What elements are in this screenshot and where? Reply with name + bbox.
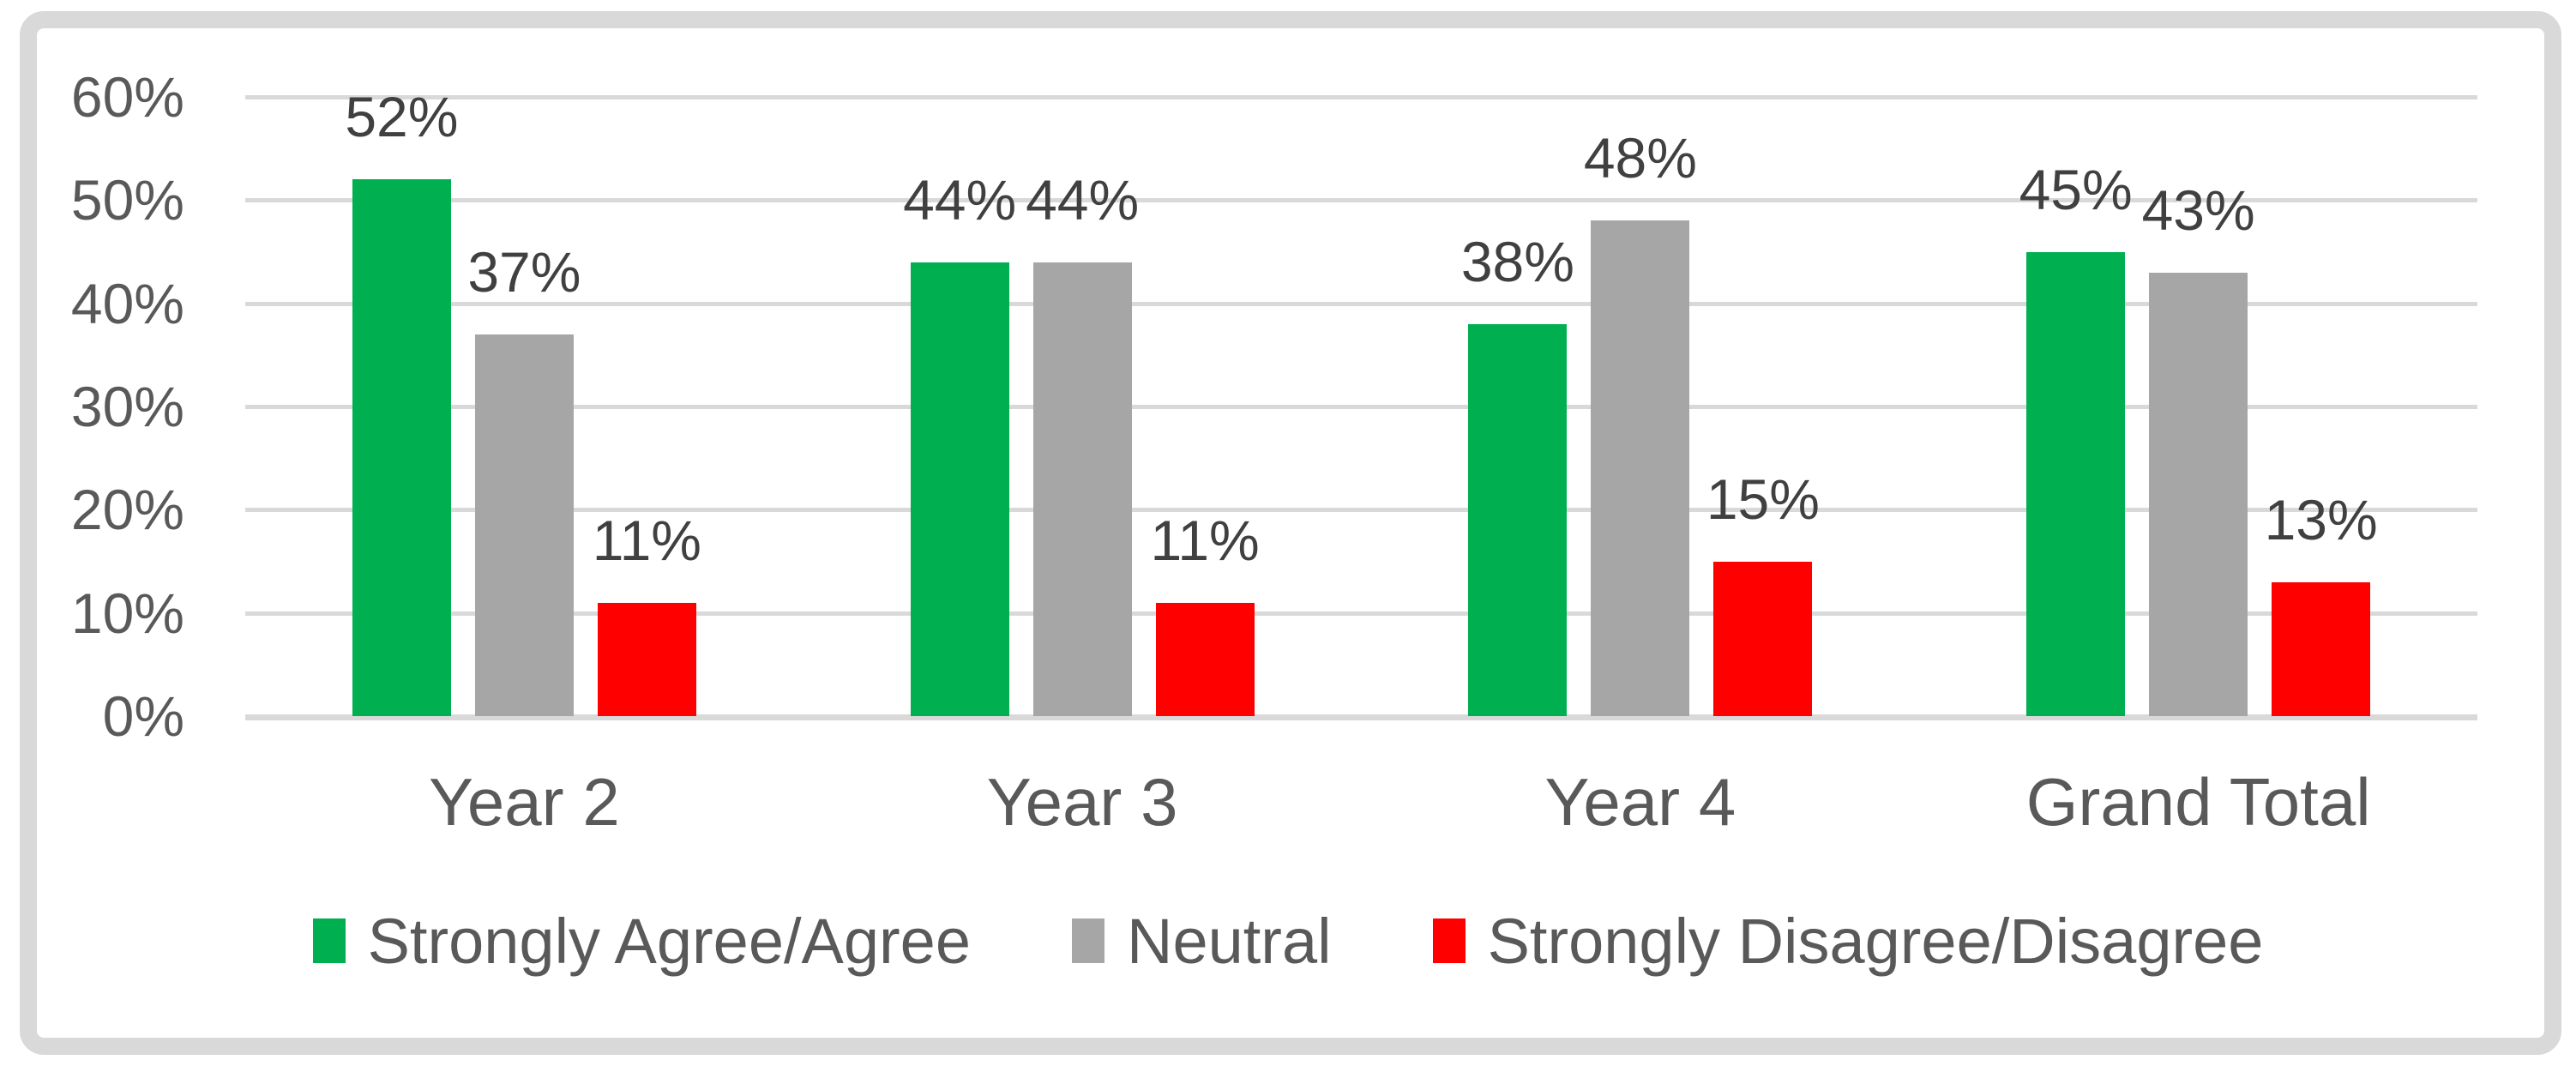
bar-data-label: 45% bbox=[2019, 157, 2133, 221]
x-category-label: Year 2 bbox=[429, 764, 620, 840]
y-tick-label: 60% bbox=[70, 65, 184, 129]
x-category-label: Year 4 bbox=[1544, 764, 1736, 840]
x-category-label: Grand Total bbox=[2025, 764, 2371, 840]
legend-swatch bbox=[312, 918, 346, 963]
legend-swatch bbox=[1432, 918, 1466, 963]
bar-data-label: 38% bbox=[1460, 229, 1574, 293]
bar-neutral bbox=[2149, 272, 2248, 716]
bar-data-label: 52% bbox=[345, 85, 459, 149]
bar-data-label: 43% bbox=[2141, 178, 2255, 242]
bar-strongly-disagree-disagree bbox=[1155, 602, 1255, 716]
legend-label: Strongly Agree/Agree bbox=[367, 905, 971, 977]
bar-data-label: 48% bbox=[1583, 126, 1697, 190]
legend-item: Neutral bbox=[1072, 905, 1332, 978]
bar-data-label: 44% bbox=[903, 167, 1017, 232]
gridline bbox=[245, 301, 2477, 306]
legend-label: Neutral bbox=[1127, 905, 1332, 977]
bar-strongly-disagree-disagree bbox=[1713, 561, 1813, 716]
bar-strongly-disagree-disagree bbox=[2272, 581, 2371, 716]
bar-strongly-agree-agree bbox=[1468, 323, 1568, 716]
bar-data-label: 11% bbox=[592, 508, 701, 572]
gridline bbox=[245, 95, 2477, 99]
y-tick-label: 20% bbox=[70, 478, 184, 542]
bar-data-label: 44% bbox=[1026, 167, 1140, 232]
bar-data-label: 11% bbox=[1150, 508, 1260, 572]
legend-item: Strongly Disagree/Disagree bbox=[1432, 905, 2264, 978]
legend-swatch bbox=[1072, 918, 1104, 963]
bar-data-label: 13% bbox=[2264, 487, 2378, 551]
bar-strongly-agree-agree bbox=[910, 262, 1009, 716]
gridline bbox=[245, 198, 2477, 203]
legend-label: Strongly Disagree/Disagree bbox=[1487, 905, 2264, 977]
x-category-label: Year 3 bbox=[986, 764, 1178, 840]
bar-data-label: 15% bbox=[1706, 467, 1820, 531]
gridline bbox=[245, 611, 2477, 616]
bar-strongly-disagree-disagree bbox=[597, 602, 696, 716]
y-tick-label: 40% bbox=[70, 271, 184, 335]
y-tick-label: 50% bbox=[70, 168, 184, 232]
legend-item: Strongly Agree/Agree bbox=[312, 905, 971, 978]
bar-neutral bbox=[1591, 220, 1690, 716]
bar-strongly-agree-agree bbox=[2026, 251, 2126, 716]
gridline bbox=[245, 405, 2477, 409]
y-tick-label: 30% bbox=[70, 375, 184, 438]
y-tick-label: 10% bbox=[70, 581, 184, 645]
bar-neutral bbox=[1032, 262, 1132, 716]
gridline bbox=[245, 508, 2477, 513]
bar-strongly-agree-agree bbox=[352, 179, 451, 716]
bar-neutral bbox=[474, 334, 574, 716]
bar-data-label: 37% bbox=[467, 239, 581, 304]
y-tick-label: 0% bbox=[102, 684, 184, 748]
x-axis-line bbox=[245, 714, 2477, 720]
legend: Strongly Agree/Agree Neutral Strongly Disa… bbox=[0, 894, 2576, 988]
